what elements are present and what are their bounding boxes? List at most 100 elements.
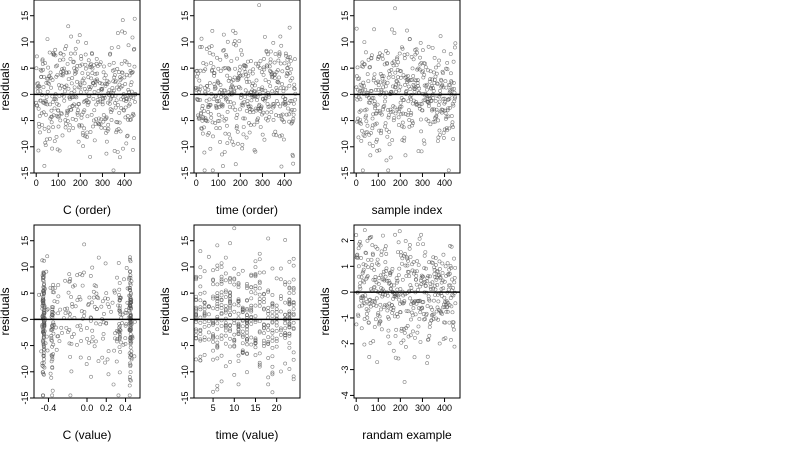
data-point [211,321,215,326]
data-point [362,83,366,88]
data-point [395,55,400,60]
data-point [232,276,237,281]
data-point [43,143,48,148]
data-point [284,53,288,58]
data-point [289,67,294,72]
data-point [127,328,132,333]
data-point [212,73,217,78]
data-point [268,57,273,62]
data-point [452,86,456,91]
data-point [233,66,237,71]
data-point [266,375,271,380]
data-point [371,339,376,344]
data-point [50,327,54,332]
data-point [441,252,446,257]
data-point [128,364,133,369]
data-point [202,150,207,155]
data-point [215,335,220,340]
data-point [293,97,298,102]
data-point [441,286,446,291]
data-point [47,82,51,86]
data-point [253,314,258,319]
data-point [223,308,228,313]
data-point [118,350,123,354]
data-point [215,327,220,332]
data-point [40,324,45,328]
data-point [394,89,398,94]
data-point [219,281,224,286]
data-point [443,117,448,121]
data-point [441,136,446,140]
data-point [255,120,260,124]
data-point [255,98,259,102]
data-point [202,320,207,324]
data-point [373,244,378,249]
data-point [87,87,92,92]
data-point [245,324,249,329]
data-point [419,273,424,278]
data-point [210,28,215,33]
y-tick-label: 15 [180,11,190,21]
data-point [287,333,292,338]
data-point [104,291,109,296]
data-point [129,339,134,344]
data-point [398,100,403,105]
data-point [253,320,258,324]
data-points [37,242,137,398]
data-point [240,305,245,310]
data-point [84,326,89,330]
data-point [381,233,385,238]
data-point [198,84,203,89]
data-point [127,97,132,102]
data-point [128,378,133,383]
data-point [39,74,44,79]
data-point [265,110,270,115]
data-point [278,104,283,109]
data-point [422,253,427,258]
data-point [386,168,391,173]
data-point [128,370,133,375]
data-point [407,242,412,247]
data-point [40,258,45,263]
data-point [224,54,229,59]
data-point [55,299,60,304]
data-point [232,282,237,287]
data-point [383,274,388,279]
data-point [411,121,415,126]
data-point [234,116,239,120]
data-point [354,74,359,79]
data-point [440,271,445,275]
data-point [107,101,112,106]
data-point [212,82,217,86]
data-point [75,64,80,68]
data-point [236,311,241,316]
data-point [65,108,70,113]
data-point [206,323,211,328]
data-point [42,74,46,79]
data-point [129,300,134,305]
data-point [392,115,397,120]
data-point [248,123,253,128]
data-point [35,103,40,108]
data-point [129,89,134,94]
data-point [92,138,97,143]
data-point [440,83,445,87]
data-point [436,299,441,304]
data-point [245,80,249,85]
data-point [276,80,281,85]
data-point [211,348,215,353]
data-point [232,337,237,342]
x-tick-label: 400 [437,403,452,413]
data-point [453,301,458,306]
data-point [76,139,81,144]
data-point [211,268,215,273]
data-point [60,73,65,78]
data-point [403,252,407,256]
data-point [101,119,106,124]
data-point [373,317,378,322]
data-point [240,335,245,339]
data-point [426,44,431,49]
data-point [361,294,365,299]
data-point [240,333,245,338]
